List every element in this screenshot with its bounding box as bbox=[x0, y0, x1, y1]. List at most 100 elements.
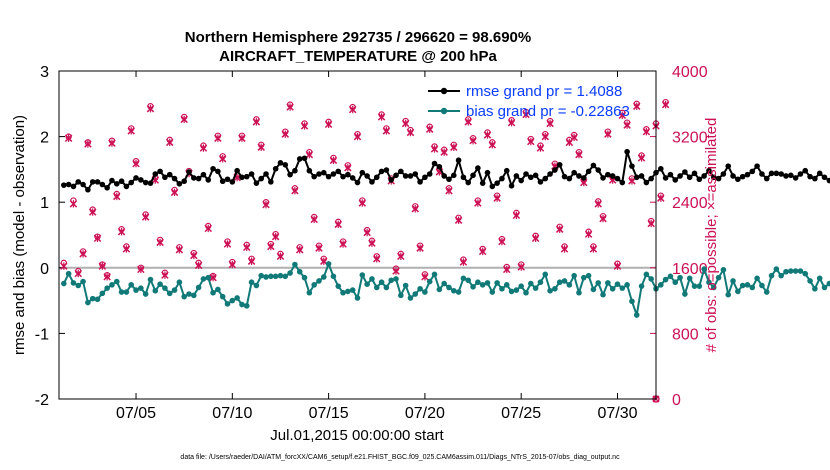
rmse-point bbox=[89, 179, 96, 185]
bias-point bbox=[725, 291, 732, 298]
rmse-point bbox=[768, 170, 775, 177]
rmse-point bbox=[682, 169, 688, 175]
rmse-point bbox=[123, 183, 130, 190]
rmse-point bbox=[778, 171, 784, 177]
rmse-point bbox=[792, 175, 799, 181]
bias-point bbox=[330, 273, 337, 280]
bias-point bbox=[619, 285, 626, 291]
rmse-point bbox=[600, 175, 606, 181]
rmse-point bbox=[426, 171, 433, 177]
bias-point bbox=[85, 299, 91, 306]
rmse-point bbox=[431, 160, 438, 167]
y-right-tick-label: 1600 bbox=[672, 261, 708, 278]
x-tick-label: 07/05 bbox=[116, 405, 156, 422]
rmse-point bbox=[296, 156, 303, 162]
rmse-point bbox=[513, 173, 520, 179]
bias-point bbox=[682, 291, 688, 297]
rmse-point bbox=[282, 162, 289, 168]
rmse-point bbox=[243, 173, 250, 180]
bias-point bbox=[499, 285, 505, 292]
bias-point bbox=[547, 287, 553, 294]
rmse-point bbox=[104, 184, 110, 191]
bias-point bbox=[479, 282, 486, 288]
bias-point bbox=[364, 281, 370, 288]
bias-point bbox=[754, 275, 760, 282]
rmse-point bbox=[590, 162, 597, 169]
rmse-point bbox=[542, 175, 549, 182]
rmse-point bbox=[691, 170, 698, 177]
rmse-point bbox=[470, 172, 476, 179]
rmse-point bbox=[619, 179, 626, 186]
bias-point bbox=[662, 276, 669, 283]
rmse-point bbox=[417, 179, 423, 185]
y-left-tick-label: -2 bbox=[35, 392, 49, 409]
bias-point bbox=[643, 271, 650, 278]
bias-point bbox=[561, 278, 568, 284]
bias-point bbox=[609, 285, 616, 292]
rmse-point bbox=[407, 173, 414, 179]
bias-point bbox=[123, 289, 130, 295]
bias-point bbox=[677, 274, 683, 281]
bias-point bbox=[701, 266, 707, 272]
bias-point bbox=[778, 272, 784, 279]
bias-point bbox=[807, 278, 813, 284]
rmse-point bbox=[499, 175, 505, 182]
bias-point bbox=[258, 272, 265, 279]
rmse-point bbox=[643, 179, 650, 186]
bias-point bbox=[773, 266, 780, 272]
bias-point bbox=[296, 268, 303, 275]
rmse-point bbox=[176, 181, 183, 187]
rmse-point bbox=[561, 173, 568, 180]
rmse-point bbox=[65, 181, 72, 188]
bias-point bbox=[104, 285, 110, 291]
rmse-point bbox=[566, 175, 573, 182]
rmse-point bbox=[571, 169, 577, 176]
rmse-point bbox=[816, 170, 823, 177]
rmse-point bbox=[696, 176, 703, 183]
chart-title: Northern Hemisphere 292735 / 296620 = 98… bbox=[185, 29, 531, 46]
bias-point bbox=[99, 290, 106, 297]
rmse-point bbox=[460, 174, 467, 181]
rmse-point bbox=[157, 168, 163, 175]
rmse-point bbox=[133, 175, 139, 181]
rmse-point bbox=[715, 175, 722, 182]
bias-point bbox=[441, 280, 447, 287]
bias-point bbox=[142, 291, 149, 297]
bias-point bbox=[282, 273, 289, 280]
bias-point bbox=[595, 280, 602, 286]
bias-point bbox=[200, 276, 207, 282]
rmse-point bbox=[662, 175, 669, 181]
rmse-point bbox=[335, 168, 342, 175]
rmse-point bbox=[320, 169, 327, 176]
bias-point bbox=[138, 285, 144, 291]
rmse-point bbox=[638, 173, 645, 179]
bias-point bbox=[532, 285, 539, 291]
rmse-point bbox=[763, 175, 770, 182]
rmse-point bbox=[200, 171, 207, 178]
rmse-point bbox=[450, 172, 457, 179]
rmse-point bbox=[667, 171, 674, 178]
rmse-point bbox=[547, 171, 553, 177]
rmse-point bbox=[518, 177, 524, 184]
rmse-point bbox=[316, 171, 322, 177]
y-right-tick-label: 3200 bbox=[672, 130, 708, 147]
y-left-axis-label: rmse and bias (model - observation) bbox=[11, 115, 28, 355]
rmse-point bbox=[735, 176, 741, 183]
bias-point bbox=[605, 280, 611, 286]
bias-point bbox=[162, 285, 168, 291]
rmse-point bbox=[537, 179, 544, 185]
rmse-point bbox=[576, 173, 582, 179]
rmse-point bbox=[388, 177, 395, 183]
rmse-point bbox=[147, 180, 154, 186]
y-left-tick-label: 3 bbox=[40, 64, 49, 81]
rmse-point bbox=[383, 167, 390, 173]
bias-point bbox=[349, 287, 356, 293]
rmse-point bbox=[744, 171, 751, 178]
x-tick-label: 07/15 bbox=[309, 405, 349, 422]
bias-point bbox=[672, 279, 679, 286]
bias-point bbox=[292, 261, 298, 268]
y-right-ticks: 0 800 1600 2400 3200 4000 bbox=[650, 64, 708, 409]
bias-point bbox=[590, 286, 597, 293]
bias-point bbox=[759, 282, 765, 289]
bias-point bbox=[70, 280, 77, 286]
